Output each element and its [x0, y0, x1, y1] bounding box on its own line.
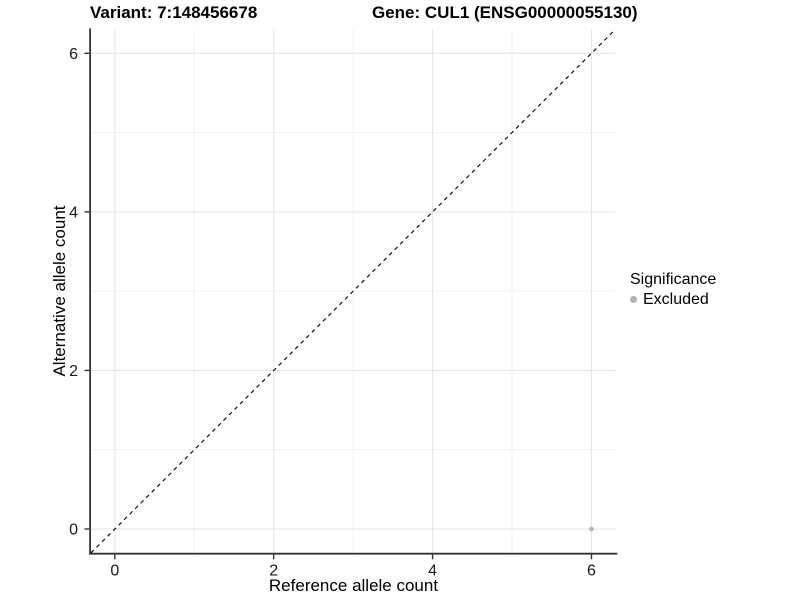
gene-title: Gene: CUL1 (ENSG00000055130) [372, 3, 638, 22]
x-axis-title: Reference allele count [268, 576, 439, 595]
y-axis-tick-label: 4 [69, 204, 78, 221]
y-axis-tick-label: 6 [69, 46, 78, 63]
y-axis-tick-label: 2 [69, 363, 78, 380]
legend-title: Significance [630, 271, 717, 288]
data-point [589, 526, 594, 532]
identity-dashed-line [90, 29, 616, 554]
legend: Significance Excluded [630, 270, 716, 309]
x-axis-tick-label: 0 [110, 562, 119, 579]
legend-item-excluded: Excluded [630, 290, 716, 309]
y-axis-tick-label: 0 [69, 522, 78, 539]
x-axis-tick-label: 6 [587, 562, 596, 579]
legend-marker-dot-icon [630, 296, 637, 303]
x-axis-tick-label: 4 [428, 562, 437, 579]
variant-title: Variant: 7:148456678 [90, 3, 258, 22]
y-axis-title: Alternative allele count [50, 205, 69, 377]
legend-item-label: Excluded [643, 291, 709, 308]
x-axis-tick-label: 2 [269, 562, 278, 579]
